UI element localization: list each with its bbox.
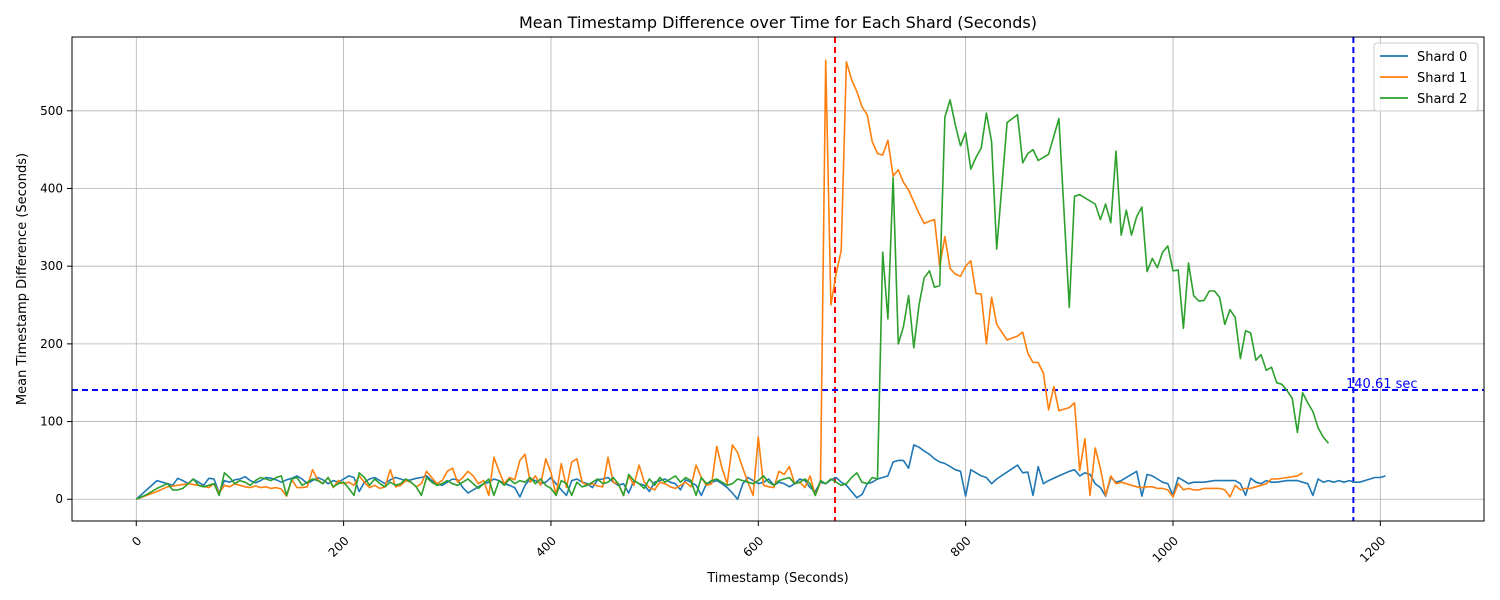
- y-tick-label: 400: [40, 181, 63, 195]
- series-line-shard-2: [135, 99, 1330, 500]
- x-tick-label: 1200: [1357, 534, 1388, 565]
- x-axis-ticks: 0 200 400 600 800 1000 1200: [129, 521, 1388, 565]
- legend: Shard 0 Shard 1 Shard 2: [1373, 42, 1479, 112]
- legend-label-shard-0: Shard 0: [1417, 50, 1467, 65]
- legend-box: [1373, 42, 1479, 112]
- y-tick-label: 100: [40, 415, 63, 429]
- grid: [72, 37, 1484, 521]
- x-tick-label: 800: [948, 534, 974, 560]
- x-tick-label: 400: [533, 534, 559, 560]
- y-tick-label: 0: [55, 492, 63, 506]
- y-axis-title: Mean Timestamp Difference (Seconds): [15, 153, 30, 405]
- series-line-shard-0: [135, 444, 1386, 501]
- y-tick-label: 500: [40, 104, 63, 118]
- chart-title: Mean Timestamp Difference over Time for …: [519, 13, 1037, 32]
- reference-lines: [72, 37, 1484, 521]
- legend-item-shard-0: Shard 0: [1380, 50, 1467, 65]
- y-axis-ticks: 0 100 200 300 400 500: [40, 104, 72, 506]
- y-tick-label: 300: [40, 259, 63, 273]
- y-tick-label: 200: [40, 337, 63, 351]
- legend-label-shard-2: Shard 2: [1417, 92, 1467, 107]
- reference-annotation: 140.61 sec: [1346, 377, 1418, 392]
- x-axis-title: Timestamp (Seconds): [706, 571, 848, 586]
- plot-area-frame: [71, 36, 1485, 522]
- x-tick-label: 200: [326, 534, 352, 560]
- x-tick-label: 600: [740, 534, 766, 560]
- series-lines: [135, 59, 1386, 501]
- x-tick-label: 1000: [1150, 534, 1181, 565]
- series-line-shard-1: [136, 59, 1304, 500]
- legend-item-shard-2: Shard 2: [1380, 92, 1467, 107]
- legend-label-shard-1: Shard 1: [1417, 71, 1467, 86]
- x-tick-label: 0: [129, 534, 144, 549]
- legend-item-shard-1: Shard 1: [1380, 71, 1467, 86]
